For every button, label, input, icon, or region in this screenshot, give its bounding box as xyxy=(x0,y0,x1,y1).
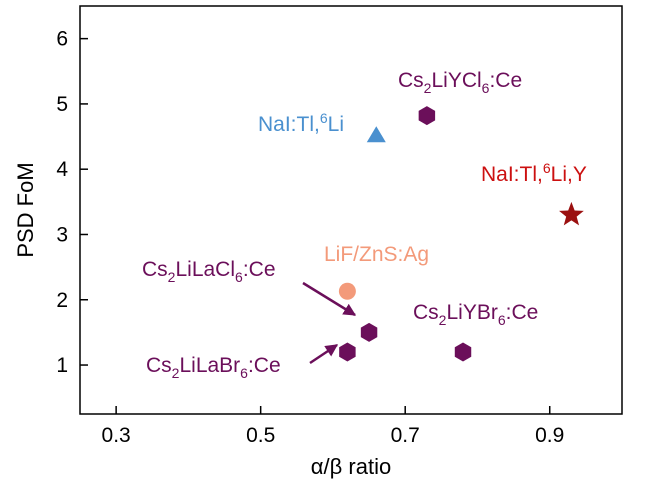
data-point-triangle xyxy=(366,126,386,143)
plot-frame xyxy=(79,5,623,415)
label-cs2lilacl6: Cs2LiLaCl6:Ce xyxy=(142,258,276,285)
x-axis-title: α/β ratio xyxy=(311,454,391,479)
data-point-hexagon xyxy=(339,342,356,362)
y-tick-label: 3 xyxy=(56,223,68,246)
x-tick-label: 0.5 xyxy=(246,424,275,447)
y-tick-label: 5 xyxy=(56,93,68,116)
y-tick-label: 6 xyxy=(56,28,68,51)
label-naitl6li: NaI:Tl,6Li xyxy=(258,110,344,136)
data-points xyxy=(338,106,584,362)
data-point-hexagon xyxy=(418,106,436,126)
y-axis-title: PSD FoM xyxy=(13,162,38,257)
data-point-star xyxy=(559,201,584,226)
data-point-hexagon xyxy=(454,342,472,362)
label-cs2lilabr6: Cs2LiLaBr6:Ce xyxy=(146,354,281,381)
y-tick-label: 1 xyxy=(56,354,68,377)
x-tick-label: 0.9 xyxy=(535,424,564,447)
data-point-circle xyxy=(338,282,356,300)
label-cs2liybr6: Cs2LiYBr6:Ce xyxy=(413,301,538,328)
axis-ticks: 0.3 0.5 0.7 0.9 1 2 3 4 5 6 xyxy=(56,28,564,447)
y-tick-label: 4 xyxy=(56,158,68,181)
arrow-labr6 xyxy=(309,343,339,365)
label-naitl6liy: NaI:Tl,6Li,Y xyxy=(481,160,587,186)
y-tick-label: 2 xyxy=(56,289,68,312)
data-point-hexagon xyxy=(360,322,378,342)
label-lifzns: LiF/ZnS:Ag xyxy=(324,243,429,266)
x-tick-label: 0.7 xyxy=(391,424,420,447)
arrow-lacl6 xyxy=(302,281,357,317)
x-tick-label: 0.3 xyxy=(102,424,131,447)
label-cs2liycl6: Cs2LiYCl6:Ce xyxy=(398,69,522,96)
